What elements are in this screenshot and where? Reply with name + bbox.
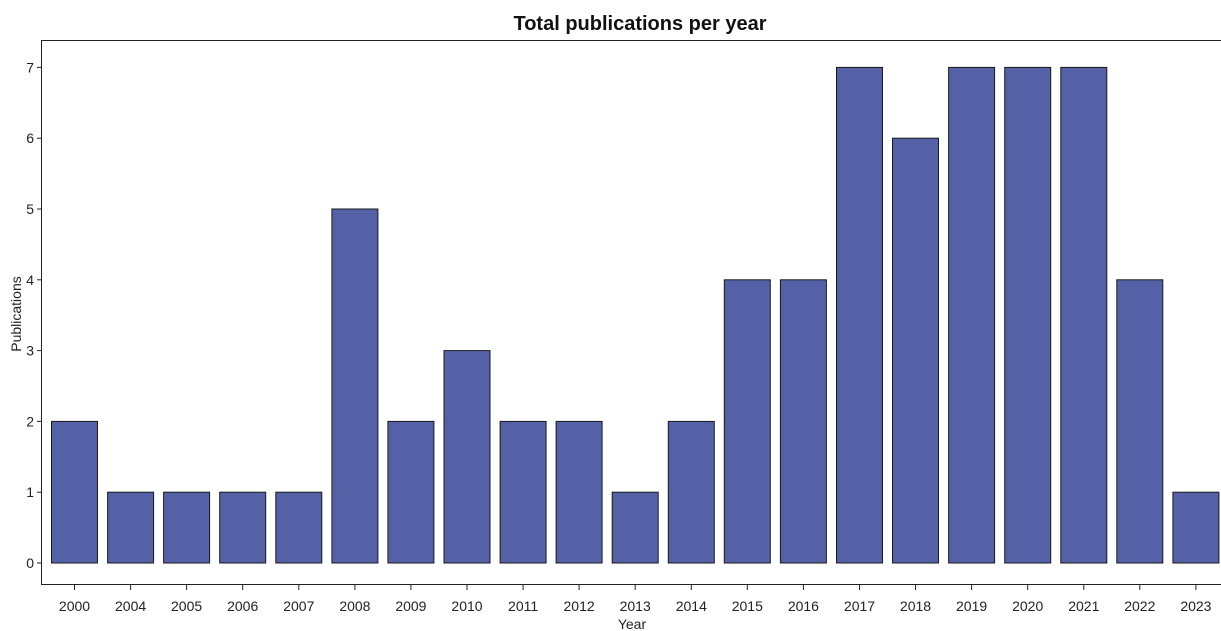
bar-2012 xyxy=(555,420,603,564)
bar-2017 xyxy=(836,66,883,564)
y-tick-label: 0 xyxy=(26,555,34,571)
x-tick-label: 2004 xyxy=(115,598,146,614)
x-tick-label: 2019 xyxy=(956,598,987,614)
x-tick-label: 2017 xyxy=(844,598,875,614)
bar-2013 xyxy=(611,491,659,564)
bar-2007 xyxy=(275,491,323,564)
bar-2014 xyxy=(667,420,715,564)
bar-2021 xyxy=(1060,66,1108,564)
bar-2004 xyxy=(107,491,155,564)
bar-2018 xyxy=(892,137,939,564)
y-axis-label: Publications xyxy=(8,276,24,352)
x-tick-label: 2009 xyxy=(395,598,426,614)
bar-2011 xyxy=(499,420,547,564)
bar-2005 xyxy=(163,491,211,564)
x-tick-label: 2022 xyxy=(1124,598,1155,614)
x-tick-label: 2023 xyxy=(1180,598,1211,614)
x-tick-label: 2008 xyxy=(339,598,370,614)
bar-2000 xyxy=(51,420,98,564)
plot-area: 0 1 2 3 4 5 6 7 2000 2004 2005 2006 2007 2008 2009 201… xyxy=(26,40,1221,614)
x-tick-label: 2005 xyxy=(171,598,202,614)
x-tick-label: 2014 xyxy=(676,598,707,614)
y-tick-label: 1 xyxy=(26,484,34,500)
bar-2015 xyxy=(723,279,771,564)
x-axis-ticks: 2000 2004 2005 2006 2007 2008 2009 2010 2011 2012… xyxy=(59,585,1212,614)
x-axis-label: Year xyxy=(618,616,647,631)
y-tick-label: 7 xyxy=(26,59,34,75)
x-tick-label: 2021 xyxy=(1068,598,1099,614)
chart-title: Total publications per year xyxy=(513,13,766,35)
x-tick-label: 2013 xyxy=(620,598,651,614)
bars-group xyxy=(51,66,1220,564)
x-tick-label: 2020 xyxy=(1012,598,1043,614)
bar-2008 xyxy=(331,208,379,564)
y-tick-label: 3 xyxy=(26,343,34,359)
y-tick-label: 6 xyxy=(26,130,34,146)
x-tick-label: 2018 xyxy=(900,598,931,614)
x-tick-label: 2015 xyxy=(732,598,763,614)
y-tick-label: 2 xyxy=(26,413,34,429)
bar-2020 xyxy=(1004,66,1052,564)
y-tick-label: 5 xyxy=(26,201,34,217)
bar-2019 xyxy=(948,66,996,564)
x-tick-label: 2007 xyxy=(283,598,314,614)
x-tick-label: 2011 xyxy=(508,598,538,614)
bar-2006 xyxy=(219,491,267,564)
bar-2010 xyxy=(443,350,491,564)
y-tick-label: 4 xyxy=(26,272,34,288)
bar-2022 xyxy=(1116,279,1164,564)
x-tick-label: 2012 xyxy=(564,598,595,614)
x-tick-label: 2006 xyxy=(227,598,258,614)
bar-2009 xyxy=(387,420,435,564)
x-tick-label: 2016 xyxy=(788,598,819,614)
x-tick-label: 2000 xyxy=(59,598,90,614)
y-axis-ticks: 0 1 2 3 4 5 6 7 xyxy=(26,59,41,571)
bar-2023 xyxy=(1172,491,1220,564)
bar-2016 xyxy=(779,279,827,564)
x-tick-label: 2010 xyxy=(451,598,482,614)
